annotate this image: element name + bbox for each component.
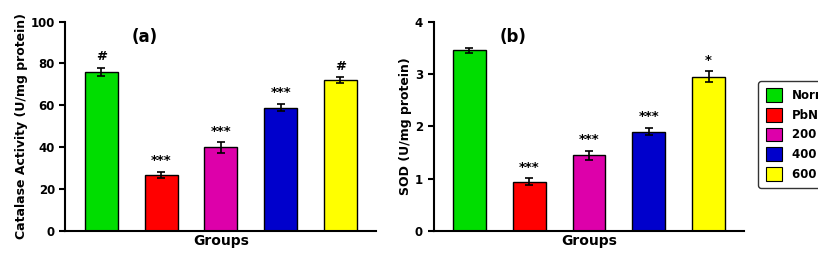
Text: ***: *** xyxy=(151,154,172,167)
Text: ***: *** xyxy=(638,110,659,123)
Text: ***: *** xyxy=(210,125,231,137)
X-axis label: Groups: Groups xyxy=(193,234,249,248)
Bar xyxy=(692,77,725,231)
Text: ***: *** xyxy=(270,86,291,99)
Text: (a): (a) xyxy=(131,28,157,46)
Text: ***: *** xyxy=(578,133,600,146)
Text: #: # xyxy=(335,59,346,73)
Text: *: * xyxy=(705,54,712,67)
Bar xyxy=(632,132,665,231)
Legend: Normal, PbNO₃/HgCl, 200 mg/kg, 400 mg/kg, 600 mg/kg: Normal, PbNO₃/HgCl, 200 mg/kg, 400 mg/kg… xyxy=(758,81,818,188)
Bar xyxy=(573,155,605,231)
Bar xyxy=(264,108,297,231)
Bar xyxy=(453,50,486,231)
Y-axis label: SOD (U/mg protein): SOD (U/mg protein) xyxy=(399,58,412,195)
Bar xyxy=(145,175,178,231)
Text: ***: *** xyxy=(519,161,540,174)
Bar xyxy=(85,72,118,231)
Y-axis label: Catalase Activity (U/mg protein): Catalase Activity (U/mg protein) xyxy=(15,13,28,239)
Bar xyxy=(324,80,357,231)
X-axis label: Groups: Groups xyxy=(561,234,617,248)
Text: #: # xyxy=(96,50,107,63)
Text: (b): (b) xyxy=(499,28,526,46)
Bar xyxy=(204,147,237,231)
Bar xyxy=(513,182,546,231)
